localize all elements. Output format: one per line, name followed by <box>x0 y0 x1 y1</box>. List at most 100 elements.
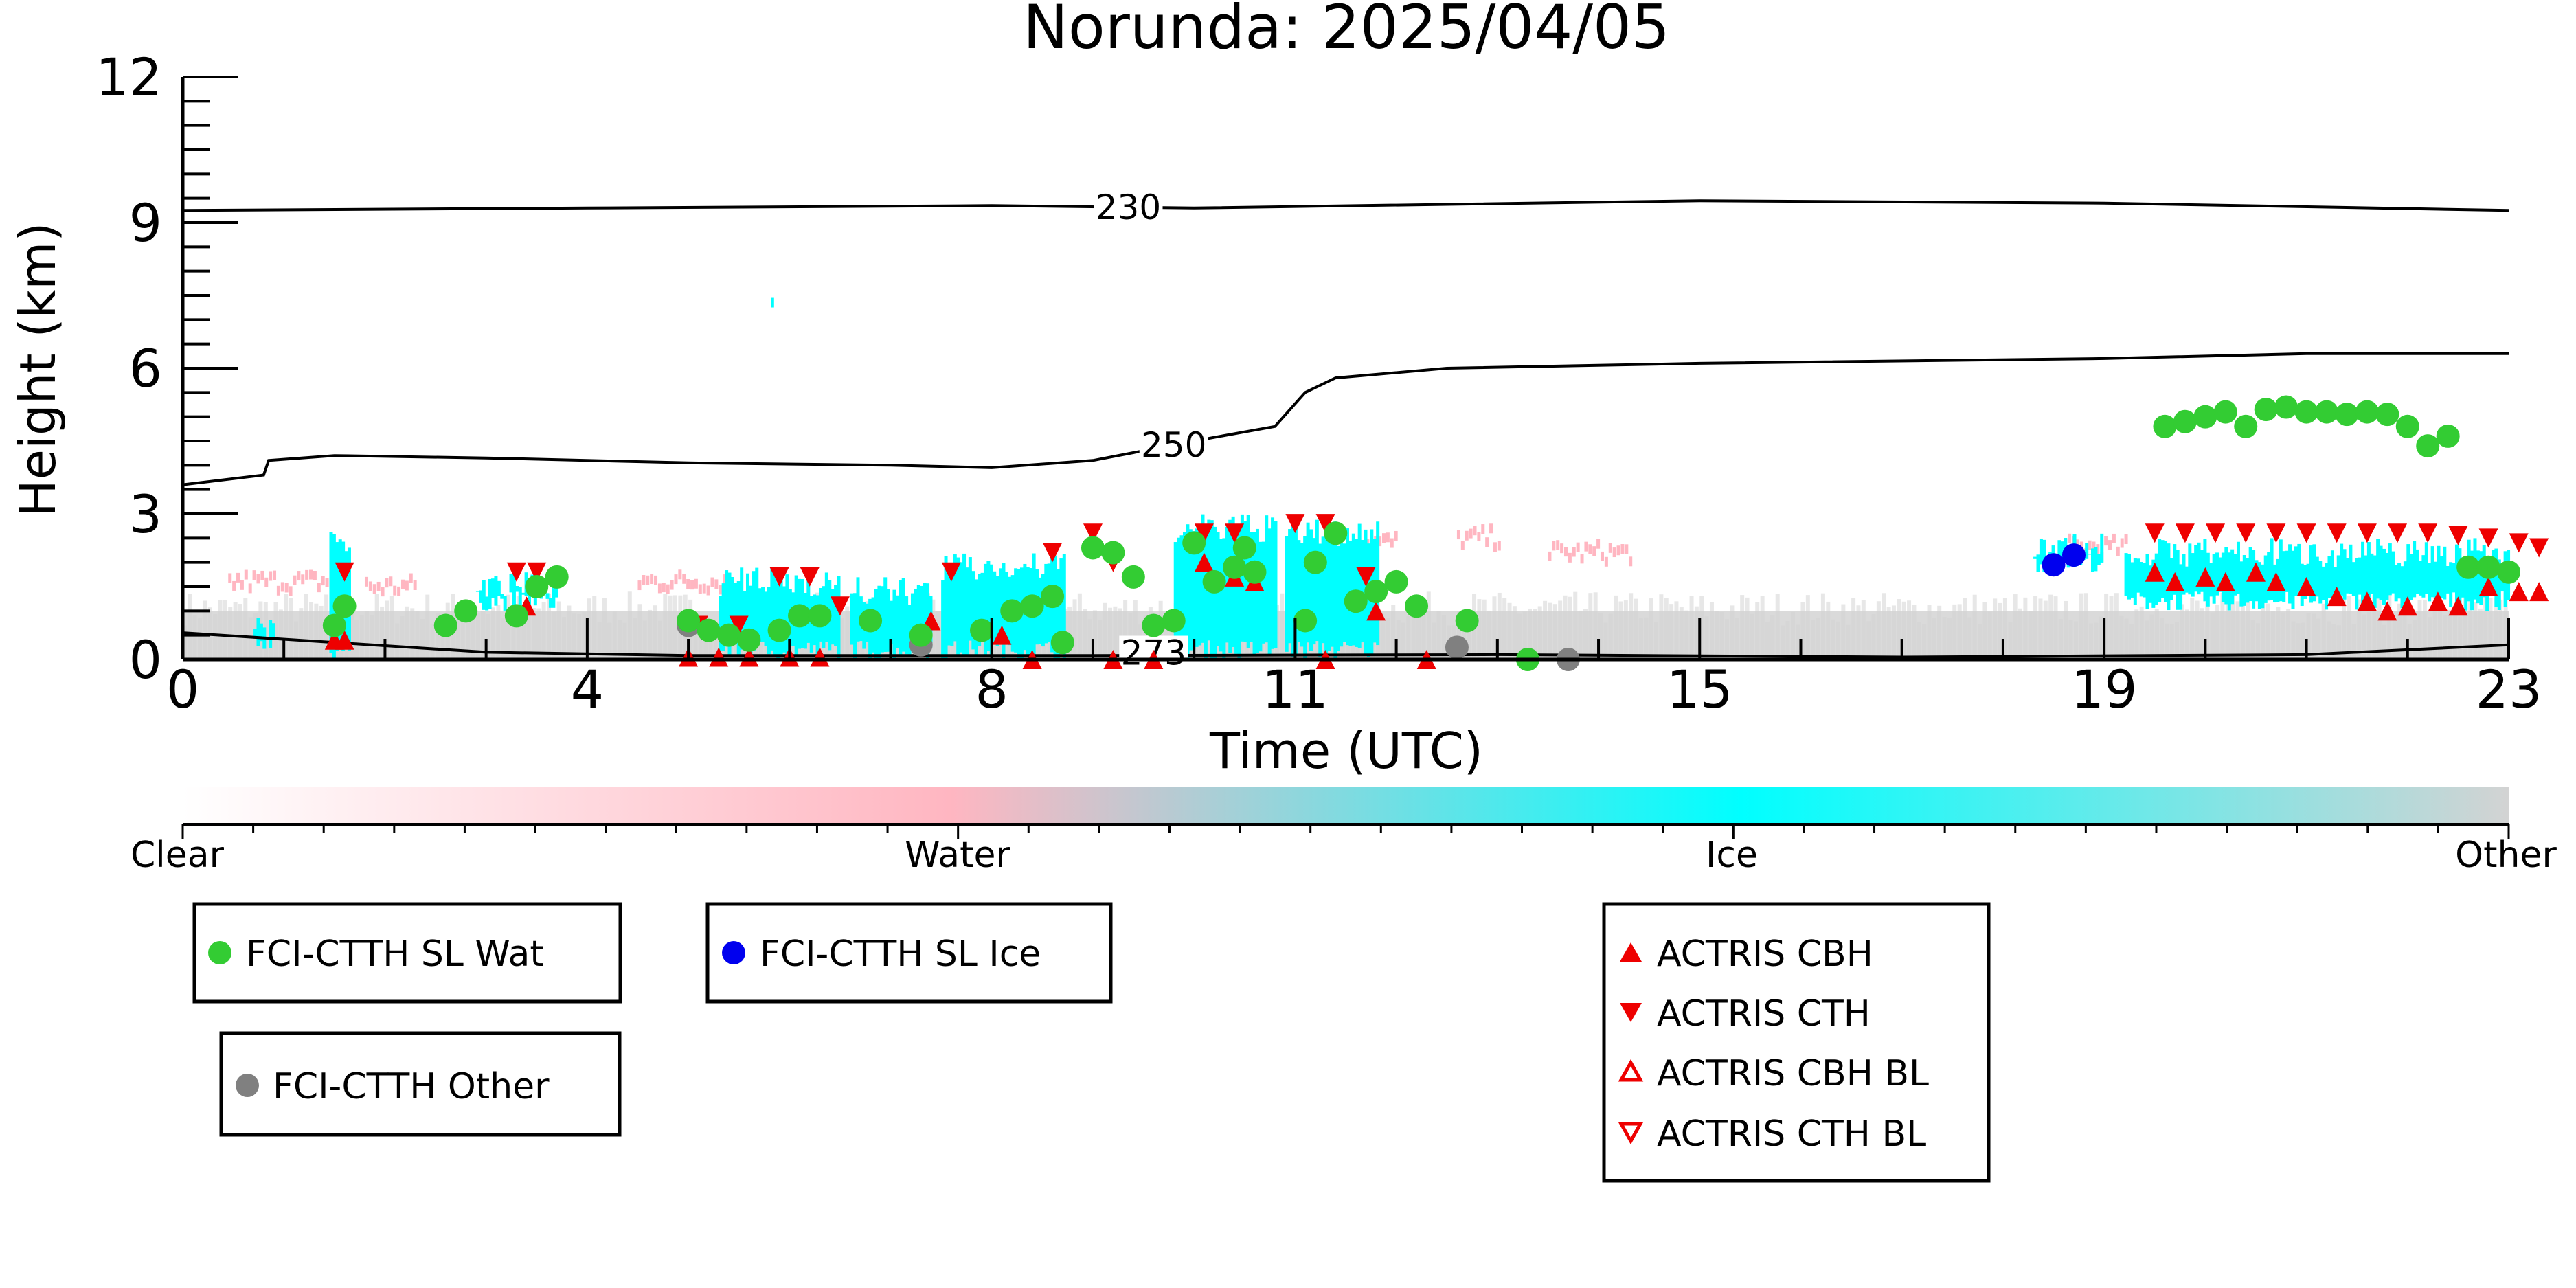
cloud-ice-pixel <box>968 557 972 641</box>
cloud-other-pixel <box>2382 624 2386 659</box>
cloud-other-pixel <box>1669 604 1674 659</box>
cbh-marker <box>2266 572 2286 591</box>
cloud-ice-pixel <box>770 567 774 651</box>
cloud-ice-pixel <box>1330 526 1334 647</box>
cloud-water-pixel <box>1592 546 1596 556</box>
cth-marker <box>506 562 526 582</box>
cloud-water-pixel <box>309 569 313 580</box>
legend-marker-blue-circle <box>722 941 745 964</box>
cloud-other-pixel <box>1098 620 1103 659</box>
cloud-water-pixel <box>260 570 264 580</box>
fci-wat-point <box>859 609 883 633</box>
fci-wat-point <box>1324 521 1348 545</box>
cloud-ice-pixel <box>1357 523 1362 648</box>
cloud-other-pixel <box>627 591 632 659</box>
cloud-other-pixel <box>713 625 718 659</box>
cloud-other-pixel <box>531 607 536 659</box>
cloud-ice-pixel <box>1252 532 1256 655</box>
cloud-ice-pixel <box>986 561 991 651</box>
cloud-water-pixel <box>273 570 277 580</box>
cloud-ice-pixel <box>2334 567 2338 596</box>
colorbar-label-water: Water <box>905 835 1010 876</box>
legend-box <box>219 1031 622 1137</box>
cth-marker <box>769 567 789 587</box>
cloud-ice-pixel <box>2382 548 2386 605</box>
cbh-marker <box>2296 577 2316 596</box>
cloud-other-pixel <box>460 620 465 659</box>
cloud-ice-pixel <box>2330 550 2334 605</box>
contour-label: 230 <box>1096 188 1161 227</box>
cloud-water-pixel <box>646 575 650 585</box>
cloud-other-pixel <box>839 618 844 659</box>
temperature-contour <box>182 199 2509 212</box>
cloud-ice-pixel <box>1182 532 1186 649</box>
cth-marker <box>830 596 850 616</box>
cloud-other-pixel <box>572 613 576 659</box>
cloud-other-pixel <box>2432 596 2437 659</box>
cloud-ice-pixel <box>2100 533 2104 563</box>
cloud-other-pixel <box>2169 624 2174 659</box>
fci-wat-point <box>767 618 791 642</box>
cloud-other-pixel <box>1522 611 1527 659</box>
cloud-other-pixel <box>2407 624 2412 659</box>
cloud-ice-pixel <box>2479 551 2483 605</box>
cloud-other-pixel <box>2099 616 2103 659</box>
cloud-other-pixel <box>278 609 283 659</box>
cloud-water-pixel <box>1489 523 1493 534</box>
cloud-ice-pixel <box>2233 554 2237 596</box>
cloud-other-pixel <box>2458 617 2463 659</box>
cloud-ice-pixel <box>2042 539 2046 572</box>
cloud-other-pixel <box>400 616 405 659</box>
cloud-ice-pixel <box>554 584 558 598</box>
cloud-other-pixel <box>1886 607 1891 659</box>
cloud-water-pixel <box>321 576 325 586</box>
cloud-water-pixel <box>1563 547 1568 557</box>
cloud-ice-pixel <box>503 596 507 611</box>
cloud-ice-pixel <box>1261 541 1265 644</box>
cloud-other-pixel <box>455 608 460 659</box>
x-tick-label: 15 <box>1667 659 1733 720</box>
cloud-water-pixel <box>1394 530 1398 541</box>
cloud-water-pixel <box>1584 541 1588 552</box>
cloud-other-pixel <box>1603 622 1608 659</box>
cth-marker <box>2145 523 2165 543</box>
fci-wat-point <box>677 609 701 633</box>
cloud-ice-pixel <box>2300 563 2304 607</box>
cloud-ice-pixel <box>1285 536 1289 652</box>
cloud-water-pixel <box>325 578 329 588</box>
y-tick-label: 3 <box>129 484 162 545</box>
cloud-ice-pixel <box>2236 541 2240 594</box>
cloud-ice-pixel <box>782 586 786 653</box>
cth-marker <box>527 562 547 582</box>
cloud-ice-pixel <box>1198 523 1202 646</box>
cloud-other-pixel <box>2372 594 2377 659</box>
cloud-ice-pixel <box>764 591 768 646</box>
cloud-ice-pixel <box>1237 530 1241 658</box>
legend-marker-triangle-up <box>1620 942 1642 962</box>
cloud-ice-pixel <box>899 580 903 657</box>
cloud-water-pixel <box>1497 541 1501 551</box>
cloud-ice-pixel <box>721 583 725 651</box>
cloud-ice-pixel <box>1336 545 1340 651</box>
cloud-other-pixel <box>698 625 703 659</box>
cloud-other-pixel <box>1426 591 1431 659</box>
cloud-other-pixel <box>2119 615 2124 659</box>
cloud-water-pixel <box>2124 534 2128 545</box>
cloud-other-pixel <box>2321 603 2326 659</box>
contour-label: 250 <box>1141 425 1206 465</box>
fci-wat-point <box>322 613 346 637</box>
cloud-other-pixel <box>374 594 379 659</box>
cloud-ice-pixel <box>2366 542 2371 611</box>
cloud-other-pixel <box>1436 611 1441 659</box>
cloud-other-pixel <box>1087 619 1092 659</box>
cloud-ice-pixel <box>2458 548 2462 609</box>
cloud-water-pixel <box>385 578 389 588</box>
cloud-other-pixel <box>1998 602 2002 659</box>
cloud-other-pixel <box>1092 610 1097 659</box>
cloud-other-pixel <box>1608 613 1613 659</box>
cloud-other-pixel <box>2261 600 2266 659</box>
cloud-ice-pixel <box>521 592 526 595</box>
cloud-ice-pixel <box>2336 555 2340 600</box>
cloud-other-pixel <box>506 594 511 659</box>
cloud-other-pixel <box>1982 602 1987 659</box>
